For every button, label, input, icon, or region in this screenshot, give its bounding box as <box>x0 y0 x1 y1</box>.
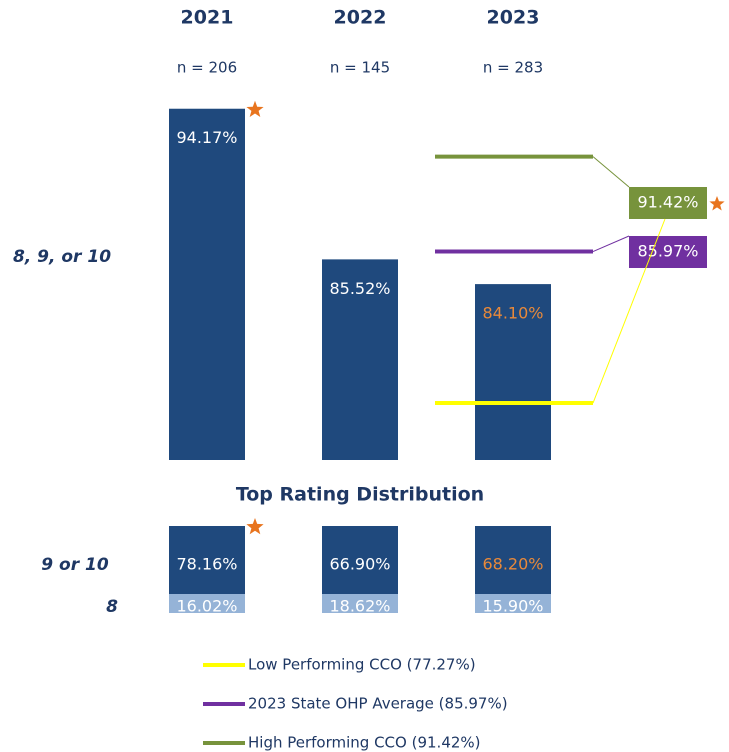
bar-value-label: 84.10% <box>482 304 543 323</box>
legend-label: 2023 State OHP Average (85.97%) <box>248 695 508 713</box>
reference-box <box>629 187 707 219</box>
legend-label: High Performing CCO (91.42%) <box>248 734 481 752</box>
bar-value-label: 85.52% <box>329 279 390 298</box>
row-label: 8, 9, or 10 <box>13 247 111 267</box>
distribution-bar <box>322 594 398 613</box>
distribution-bar <box>322 526 398 594</box>
year-header: 2022 <box>334 7 387 29</box>
distribution-value-label: 16.02% <box>176 597 237 616</box>
n-label: n = 145 <box>330 59 390 77</box>
distribution-bar <box>475 594 551 613</box>
row-label: 8 <box>106 597 118 617</box>
year-header: 2021 <box>181 7 234 29</box>
connector-line <box>592 218 666 404</box>
distribution-value-label: 18.62% <box>329 597 390 616</box>
distribution-bar <box>475 526 551 594</box>
distribution-value-label: 15.90% <box>482 597 543 616</box>
star-icon <box>246 100 264 117</box>
distribution-value-label: 78.16% <box>176 555 237 574</box>
connector-line <box>592 156 630 188</box>
n-label: n = 283 <box>483 59 543 77</box>
bar-value-label: 94.17% <box>176 128 237 147</box>
legend-label: Low Performing CCO (77.27%) <box>248 656 476 674</box>
distribution-group: 78.16% 66.90% 68.20% 16.02% 18.62% 15.90% <box>169 526 551 616</box>
bar <box>475 284 551 460</box>
distribution-value-label: 68.20% <box>482 555 543 574</box>
distribution-bar <box>169 526 245 594</box>
distribution-value-label: 66.90% <box>329 555 390 574</box>
bar <box>322 259 398 460</box>
connector-line <box>592 235 630 252</box>
star-icon <box>246 518 264 535</box>
distribution-title: Top Rating Distribution <box>236 484 484 506</box>
reference-value-label: 85.97% <box>637 242 698 261</box>
n-label: n = 206 <box>177 59 237 77</box>
star-icon <box>709 196 725 211</box>
year-header: 2023 <box>487 7 540 29</box>
row-label: 9 or 10 <box>41 555 109 575</box>
reference-value-label: 91.42% <box>637 193 698 212</box>
bar <box>169 108 245 460</box>
reference-box <box>629 236 707 268</box>
distribution-bar <box>169 594 245 613</box>
